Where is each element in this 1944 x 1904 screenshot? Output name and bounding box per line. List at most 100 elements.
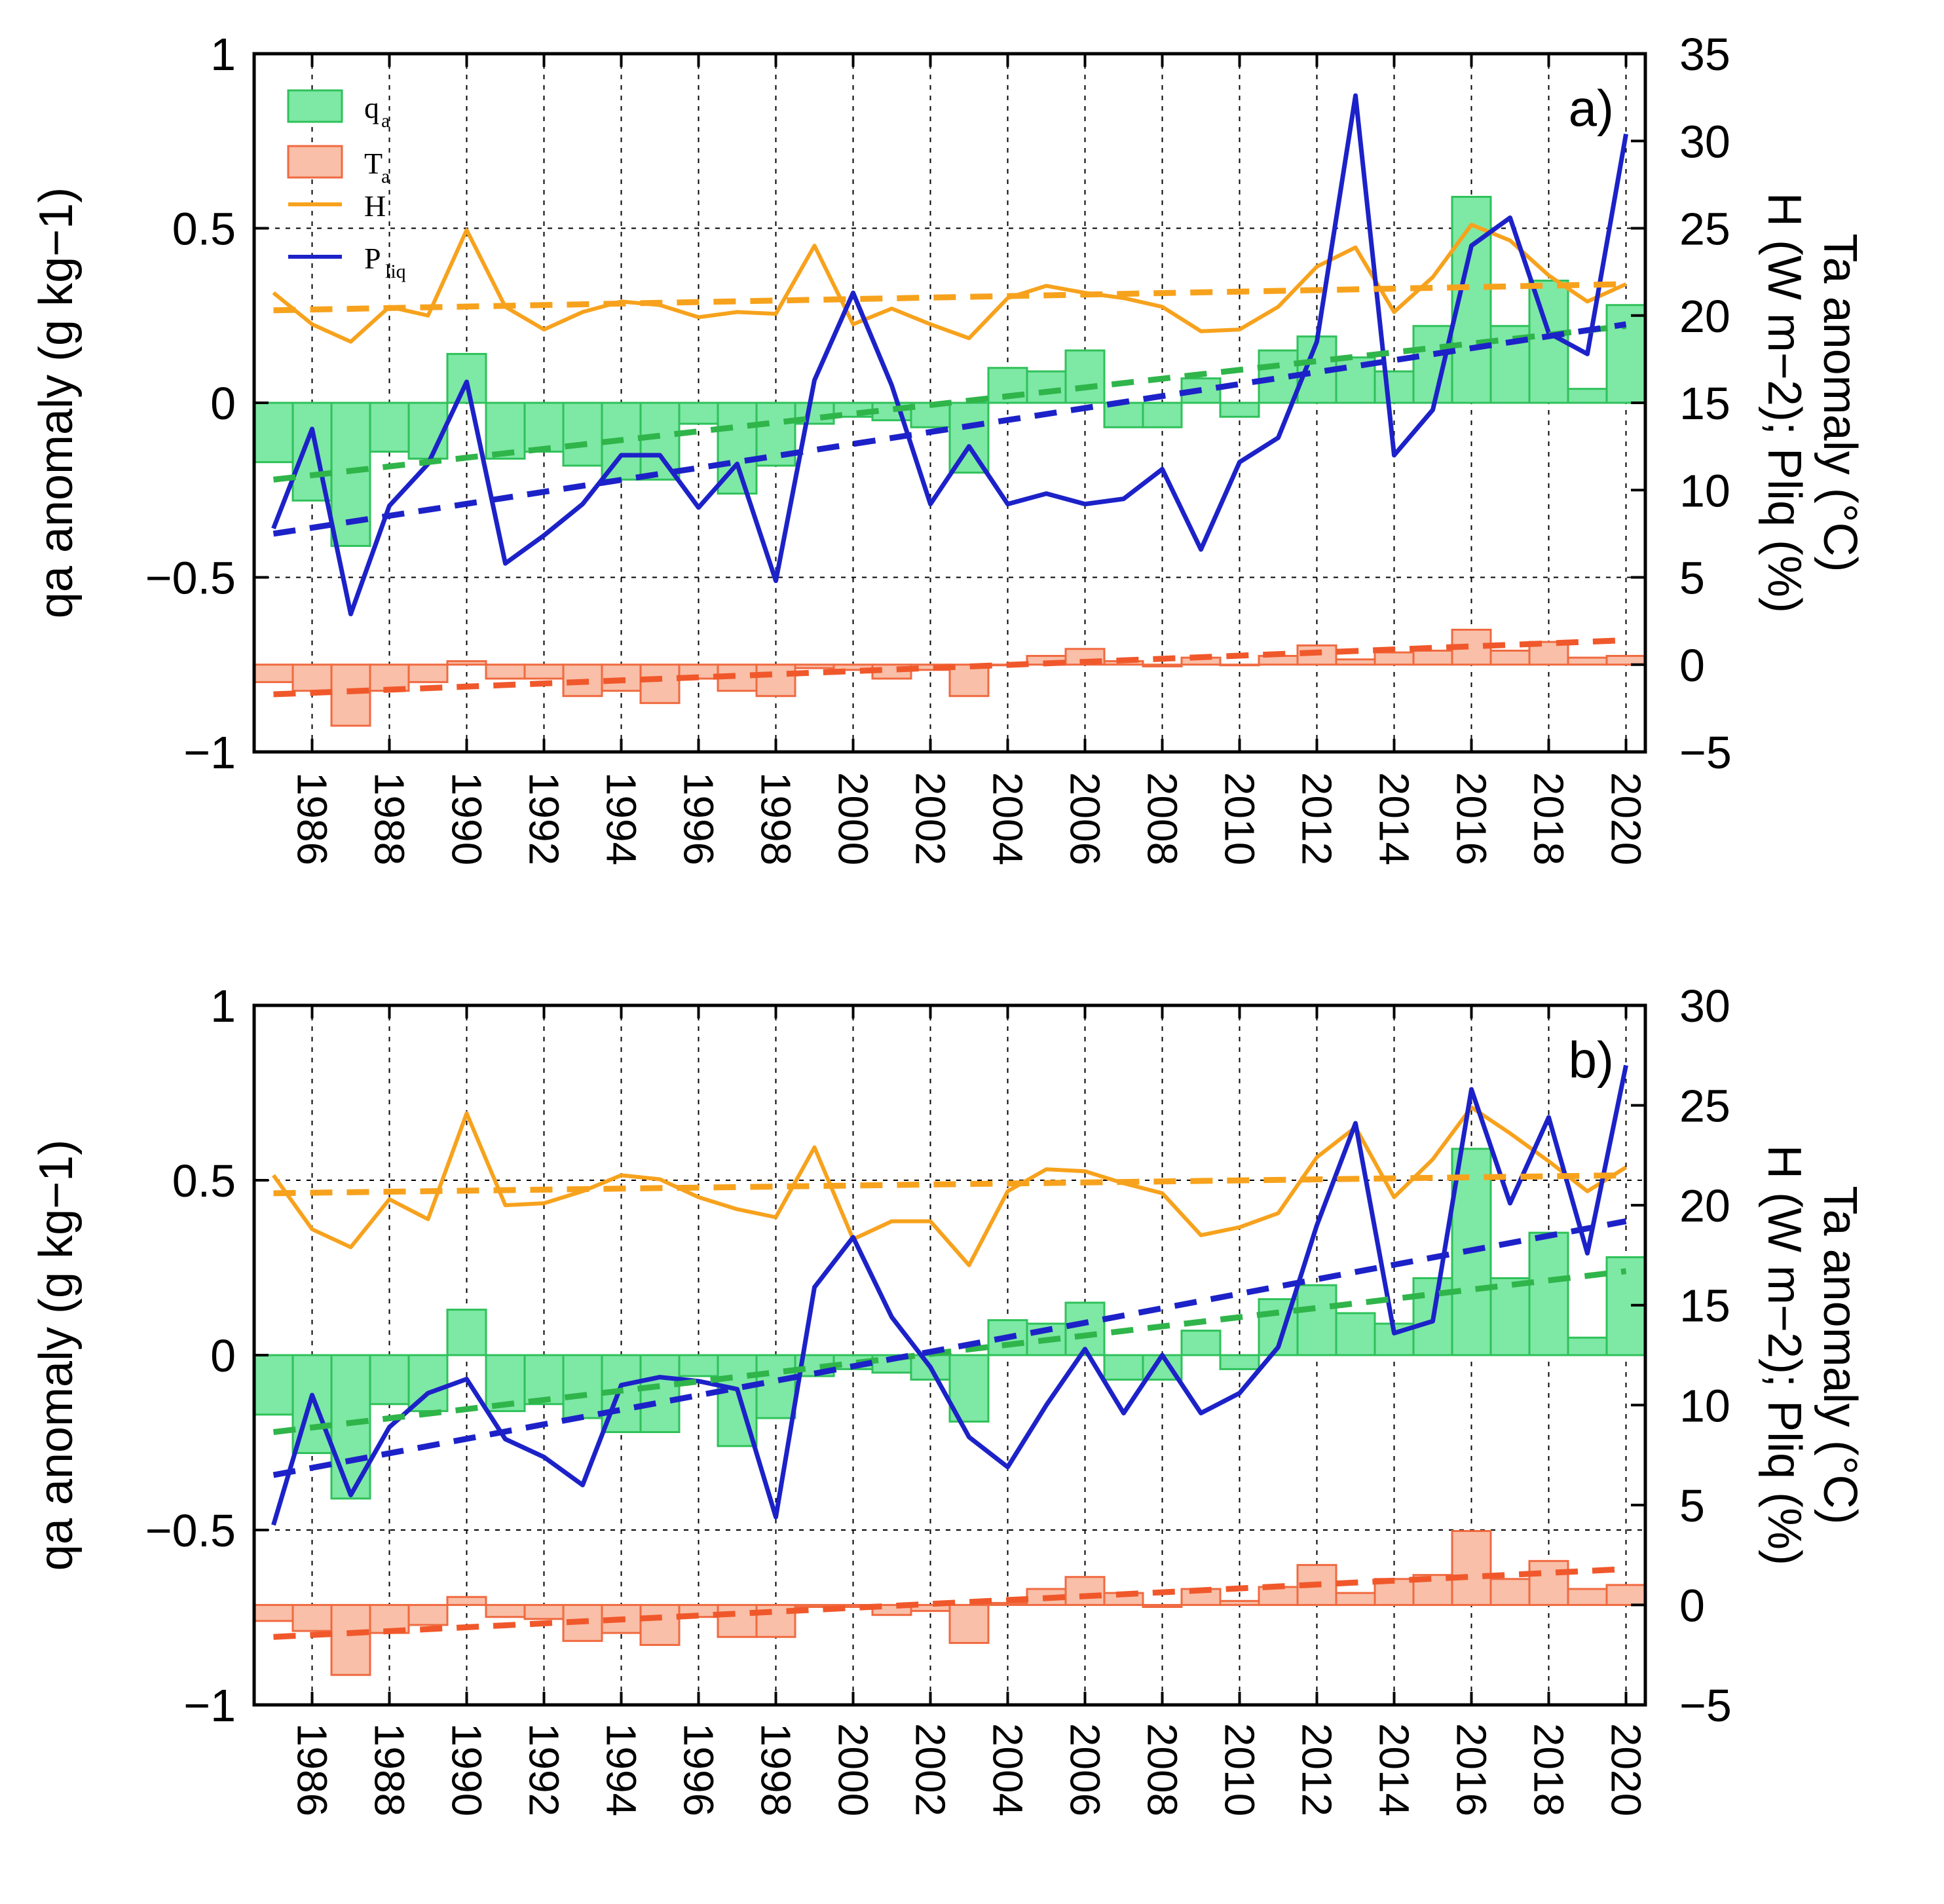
bar-Ta-2008 — [1142, 663, 1183, 667]
x-tick-label: 1986 — [289, 772, 336, 865]
bar-qa-1985 — [254, 1354, 294, 1416]
y-axis-label-right-1: Ta anomaly (°C) — [1814, 234, 1866, 572]
bar-Ta-1987 — [330, 663, 371, 727]
y-axis-label-left: qa anomaly (g kg−1) — [30, 1140, 83, 1571]
legend-swatch-qa — [287, 89, 343, 123]
y-axis-label-left: qa anomaly (g kg−1) — [30, 187, 83, 618]
bar-Ta-1986 — [291, 663, 333, 692]
right-tick-label: 20 — [1679, 291, 1730, 342]
bar-qa-2010 — [1219, 401, 1260, 418]
panel-a: 1 0.5 0 −0.5 −1 35 30 25 20 15 10 5 0 −5 1986 1988 1990 1… — [30, 29, 1866, 865]
x-tick-label: 1998 — [753, 772, 800, 865]
panel-b: 1 0.5 0 −0.5 −1 30 25 20 15 10 5 0 −5 1986 1988 1990 199… — [30, 980, 1866, 1816]
x-tick-label: 2018 — [1525, 772, 1573, 865]
bar-Ta-2004 — [987, 1601, 1028, 1606]
bar-qa-1993 — [562, 1354, 603, 1419]
bar-qa-2003 — [948, 401, 990, 474]
bar-Ta-1989 — [407, 1603, 449, 1626]
y-axis-label-right-2: H (W m−2); Pliq (%) — [1758, 1145, 1810, 1565]
x-tick-label: 2020 — [1603, 772, 1650, 865]
trend-qa-trend — [272, 1268, 1627, 1435]
bar-qa-2015 — [1412, 325, 1453, 404]
x-tick-label: 2012 — [1294, 1723, 1341, 1816]
right-tick-label: 30 — [1679, 116, 1730, 167]
bar-qa-2007 — [1103, 1354, 1144, 1381]
x-tick-label: 1996 — [675, 1723, 722, 1816]
x-tick-label: 1996 — [675, 772, 722, 865]
legend-swatch-Ta — [287, 145, 343, 179]
right-tick-label: 0 — [1679, 640, 1705, 691]
bar-Ta-2013 — [1335, 658, 1376, 666]
x-tick-label: 1994 — [598, 772, 645, 865]
trend-H-trend — [273, 281, 1626, 314]
bar-Ta-2013 — [1335, 1592, 1376, 1606]
bar-Ta-1986 — [291, 1603, 333, 1632]
left-tick-label: −0.5 — [145, 1505, 236, 1556]
x-tick-label: 2018 — [1525, 1723, 1573, 1816]
x-tick-label: 1988 — [366, 1723, 413, 1816]
trend-Ta-trend — [273, 1566, 1626, 1640]
bar-qa-2008 — [1142, 401, 1183, 428]
x-tick-label: 2016 — [1448, 772, 1495, 865]
x-tick-label: 1990 — [443, 1723, 491, 1816]
legend-sub-Pliq: liq — [385, 261, 406, 282]
bar-Ta-2019 — [1567, 1588, 1608, 1606]
right-tick-label: 5 — [1679, 1480, 1705, 1531]
left-tick-label: −1 — [183, 727, 236, 778]
y-axis-label-right-1: Ta anomaly (°C) — [1814, 1186, 1866, 1525]
bar-Ta-2006 — [1064, 1576, 1106, 1606]
x-tick-label: 2014 — [1371, 772, 1418, 865]
trend-qa-trend — [272, 323, 1627, 483]
x-tick-label: 2010 — [1216, 772, 1263, 865]
bar-Ta-2010 — [1219, 1599, 1260, 1606]
left-tick-label: 0.5 — [172, 204, 236, 255]
bar-qa-2019 — [1567, 1336, 1608, 1356]
left-tick-label: −0.5 — [145, 553, 236, 604]
right-tick-label: 15 — [1679, 378, 1730, 429]
legend-label-qa: q — [364, 91, 379, 124]
bar-Ta-2017 — [1489, 649, 1531, 666]
trend-Pliq-trend — [272, 321, 1627, 537]
panel-label: b) — [1569, 1031, 1614, 1089]
x-tick-label: 2002 — [907, 1723, 954, 1816]
bar-Ta-1991 — [485, 663, 526, 680]
x-tick-label: 2000 — [830, 1723, 877, 1816]
bar-qa-1988 — [369, 1354, 410, 1406]
y-axis-label-right-2: H (W m−2); Pliq (%) — [1758, 193, 1810, 613]
bar-qa-2018 — [1528, 1231, 1569, 1356]
x-tick-label: 2012 — [1294, 772, 1341, 865]
x-tick-label: 2004 — [984, 1723, 1032, 1816]
bar-qa-1996 — [678, 1354, 719, 1377]
x-tick-label: 2020 — [1603, 1723, 1650, 1816]
right-tick-label: 10 — [1679, 1380, 1730, 1431]
bar-qa-2019 — [1567, 388, 1608, 404]
bar-Ta-2016 — [1451, 1530, 1492, 1606]
bar-Ta-1990 — [446, 1596, 487, 1606]
legend-label-H: H — [364, 189, 386, 223]
bar-qa-1996 — [678, 401, 719, 425]
bar-qa-2009 — [1180, 1330, 1222, 1356]
bar-Ta-1995 — [639, 663, 681, 704]
right-tick-label: 5 — [1679, 553, 1705, 604]
bar-Ta-1997 — [717, 1603, 758, 1638]
left-tick-label: 0.5 — [172, 1155, 236, 1206]
bar-Ta-2003 — [948, 663, 990, 698]
x-tick-label: 2004 — [984, 772, 1032, 865]
x-tick-label: 1986 — [289, 1723, 336, 1816]
left-tick-label: −1 — [183, 1680, 236, 1731]
left-tick-label: 0 — [210, 378, 236, 429]
x-tick-label: 2016 — [1448, 1723, 1495, 1816]
right-tick-label: 30 — [1679, 980, 1730, 1032]
bar-qa-2012 — [1296, 1284, 1337, 1356]
x-tick-label: 2000 — [830, 772, 877, 865]
right-tick-label: −5 — [1679, 727, 1732, 778]
bar-qa-1991 — [485, 1354, 526, 1412]
left-tick-label: 1 — [210, 29, 236, 80]
bar-qa-1993 — [562, 401, 603, 467]
bar-Ta-1991 — [485, 1603, 526, 1618]
bar-qa-2006 — [1064, 349, 1106, 404]
bar-qa-1992 — [523, 401, 565, 453]
legend-label-Ta: T — [364, 147, 383, 180]
bar-Ta-2020 — [1605, 654, 1645, 666]
